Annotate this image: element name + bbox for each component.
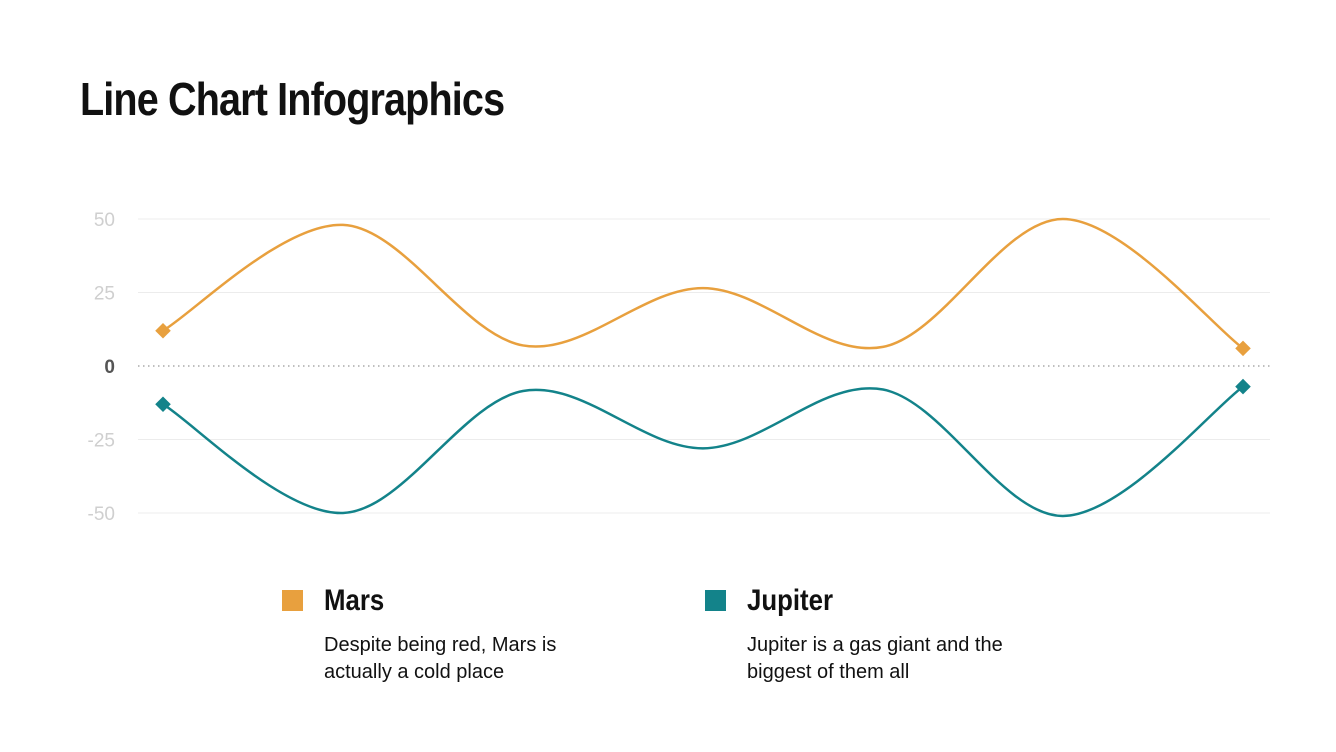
data-marker-mars: [155, 322, 171, 339]
y-tick-label: -50: [88, 504, 115, 525]
data-marker-mars: [1235, 340, 1251, 357]
legend-description: Jupiter is a gas giant and the biggest o…: [747, 634, 1003, 683]
y-tick-label: 50: [94, 210, 115, 231]
data-marker-jupiter: [155, 396, 171, 412]
legend-name: Jupiter: [747, 584, 834, 617]
legend-name: Mars: [324, 584, 385, 617]
page-title: Line Chart Infographics: [80, 73, 505, 125]
legend-description: Despite being red, Mars is actually a co…: [324, 634, 557, 683]
legend-swatch-mars: [282, 590, 303, 611]
y-tick-label: 0: [104, 357, 115, 378]
y-tick-label: 25: [94, 284, 115, 305]
series-line-mars: [162, 217, 1244, 350]
legend-swatch-jupiter: [705, 590, 726, 611]
data-marker-jupiter: [1235, 378, 1251, 395]
y-tick-label: -25: [88, 431, 115, 452]
series-line-jupiter: [162, 385, 1244, 518]
